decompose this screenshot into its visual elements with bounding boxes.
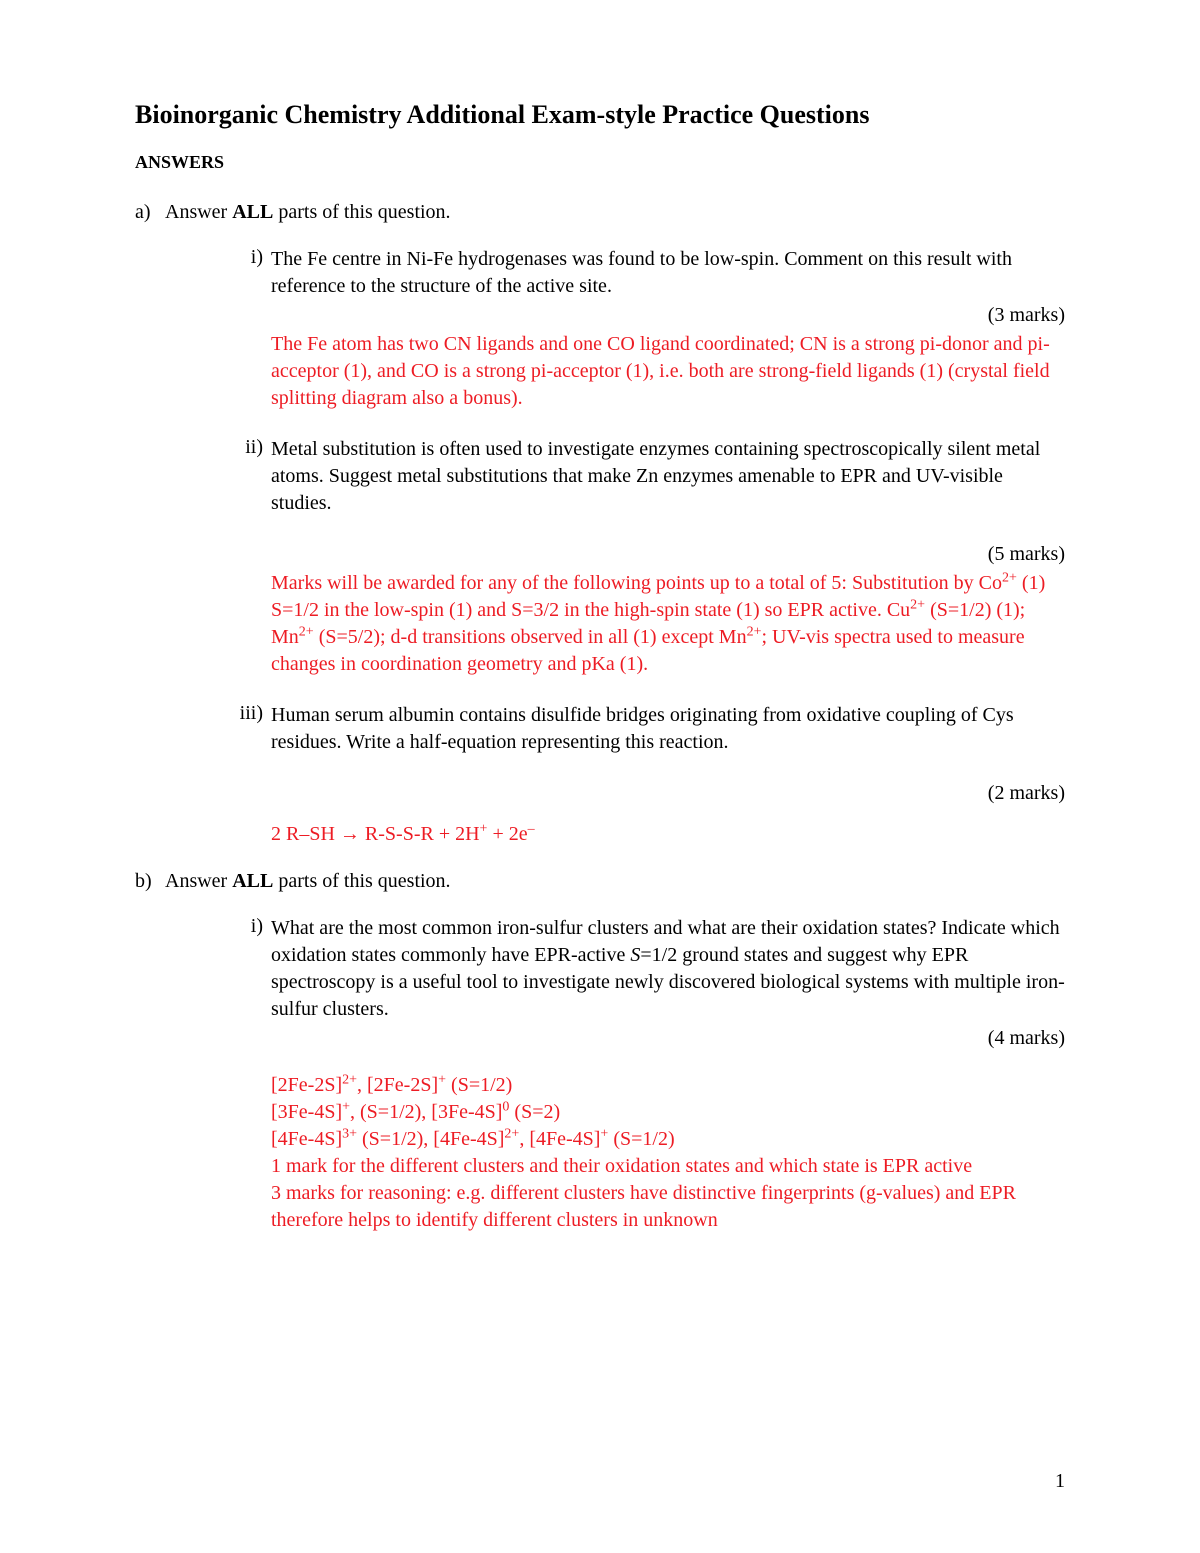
section-b-letter: b) [135,870,165,893]
roman-b-i: i) [235,915,271,1023]
question-b-i: i) What are the most common iron-sulfur … [135,915,1065,1234]
section-a-bold: ALL [232,201,273,223]
section-b-pre: Answer [165,870,232,892]
marks-a-i: (3 marks) [235,304,1065,327]
page-title: Bioinorganic Chemistry Additional Exam-s… [135,100,1065,130]
question-a-ii: ii) Metal substitution is often used to … [135,436,1065,678]
section-b-intro: b)Answer ALL parts of this question. [135,870,1065,893]
qtext-a-ii: Metal substitution is often used to inve… [271,436,1065,517]
answer-b-i: [2Fe-2S]2+, [2Fe-2S]+ (S=1/2) [3Fe-4S]+,… [235,1072,1065,1234]
question-a-i: i) The Fe centre in Ni-Fe hydrogenases w… [135,246,1065,412]
section-b-post: parts of this question. [273,870,450,892]
roman-a-iii: iii) [235,702,271,756]
section-a-letter: a) [135,201,165,224]
marks-b-i: (4 marks) [235,1027,1065,1050]
equation-a-iii: 2 R–SH → R-S-S-R + 2H+ + 2e– [235,823,1065,846]
marks-a-iii: (2 marks) [235,782,1065,805]
qtext-b-i: What are the most common iron-sulfur clu… [271,915,1065,1023]
section-b-bold: ALL [232,870,273,892]
roman-a-ii: ii) [235,436,271,517]
question-a-iii: iii) Human serum albumin contains disulf… [135,702,1065,846]
page-number: 1 [1055,1470,1065,1493]
roman-a-i: i) [235,246,271,300]
section-a-post: parts of this question. [273,201,450,223]
qtext-a-i: The Fe centre in Ni-Fe hydrogenases was … [271,246,1065,300]
answer-a-i: The Fe atom has two CN ligands and one C… [235,331,1065,412]
section-a-intro: a)Answer ALL parts of this question. [135,201,1065,224]
qtext-a-iii: Human serum albumin contains disulfide b… [271,702,1065,756]
section-a-pre: Answer [165,201,232,223]
answer-a-ii: Marks will be awarded for any of the fol… [235,570,1065,678]
answers-label: ANSWERS [135,152,1065,173]
marks-a-ii: (5 marks) [235,543,1065,566]
